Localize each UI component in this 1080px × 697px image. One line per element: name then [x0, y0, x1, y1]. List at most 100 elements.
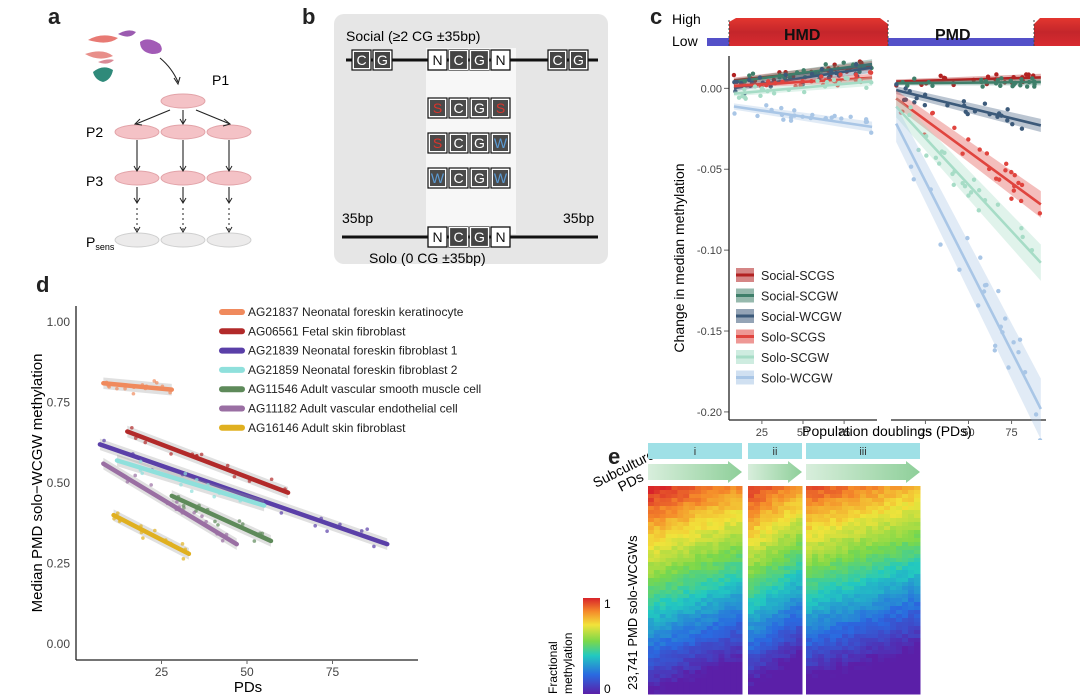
heatmap-cell	[689, 654, 696, 659]
heatmap-cell	[866, 674, 873, 679]
heatmap-cell	[812, 630, 819, 635]
heatmap-cell	[695, 674, 702, 679]
heatmap-cell	[842, 594, 849, 599]
heatmap-cell	[754, 598, 761, 603]
heatmap-cell	[712, 526, 719, 531]
heatmap-cell	[778, 506, 785, 511]
heatmap-cell	[766, 662, 773, 667]
data-point	[810, 112, 815, 118]
heatmap-cell	[848, 598, 855, 603]
heatmap-cell	[824, 502, 831, 507]
heatmap-cell	[760, 614, 767, 619]
heatmap-cell	[778, 578, 785, 583]
heatmap-cell	[896, 618, 903, 623]
heatmap-cell	[812, 654, 819, 659]
heatmap-cell	[890, 570, 897, 575]
legend-label: AG21839 Neonatal foreskin fibroblast 1	[248, 344, 458, 358]
heatmap-cell	[896, 650, 903, 655]
nucleotide-box: N	[427, 226, 448, 248]
data-point	[181, 503, 186, 508]
heatmap-cell	[914, 614, 921, 619]
heatmap-cell	[724, 546, 731, 551]
heatmap-cell	[784, 614, 791, 619]
data-point	[801, 68, 806, 73]
heatmap-cell	[818, 634, 825, 639]
heatmap-cell	[718, 626, 725, 631]
heatmap-cell	[706, 638, 714, 643]
heatmap-cell	[730, 586, 737, 591]
heatmap-cell	[784, 502, 791, 507]
heatmap-cell	[695, 594, 702, 599]
heatmap-cell	[824, 602, 831, 607]
heatmap-cell	[872, 622, 879, 627]
heatmap-cell	[653, 530, 661, 535]
legend-label: Solo-WCGW	[761, 372, 833, 386]
heatmap-cell	[848, 594, 855, 599]
data-point	[972, 109, 978, 114]
heatmap-cell	[806, 662, 813, 667]
heatmap-cell	[896, 554, 903, 559]
heatmap-cell	[706, 574, 714, 579]
legend-item: AG11546 Adult vascular smooth muscle cel…	[219, 382, 481, 396]
heatmap-cell	[665, 490, 672, 495]
heatmap-cell	[848, 526, 855, 531]
heatmap-cell	[784, 514, 791, 519]
heatmap-cell	[671, 554, 678, 559]
heatmap-cell	[665, 574, 672, 579]
heatmap-cell	[700, 690, 708, 695]
heatmap-cell	[778, 502, 785, 507]
heatmap-cell	[736, 618, 743, 623]
legend-label: AG21837 Neonatal foreskin keratinocyte	[248, 305, 464, 319]
heatmap-cell	[830, 674, 837, 679]
heatmap-cell	[712, 514, 719, 519]
y-tick-label: 0.00	[701, 83, 722, 95]
heatmap-cell	[806, 594, 813, 599]
data-point	[976, 188, 982, 193]
heatmap-cell	[689, 586, 696, 591]
heatmap-cell	[818, 626, 825, 631]
heatmap-cell	[848, 682, 855, 687]
heatmap-cell	[712, 598, 719, 603]
heatmap-cell	[748, 514, 755, 519]
heatmap-cell	[854, 534, 861, 539]
heatmap-cell	[824, 582, 831, 587]
heatmap-cell	[848, 586, 855, 591]
heatmap-cell	[896, 602, 903, 607]
heatmap-cell	[760, 598, 767, 603]
heatmap-cell	[790, 570, 797, 575]
heatmap-cell	[890, 542, 897, 547]
heatmap-cell	[796, 614, 803, 619]
data-point	[175, 500, 179, 504]
heatmap-cell	[671, 594, 678, 599]
heatmap-cell	[812, 602, 819, 607]
heatmap-cell	[866, 622, 873, 627]
solo-label: Solo (0 CG ±35bp)	[369, 250, 486, 266]
heatmap-cell	[671, 682, 678, 687]
heatmap-cell	[842, 590, 849, 595]
heatmap-cell	[730, 578, 737, 583]
heatmap-cell	[854, 566, 861, 571]
heatmap-cell	[689, 582, 696, 587]
heatmap-cell	[648, 578, 655, 583]
heatmap-cell	[653, 666, 661, 671]
heatmap-cell	[712, 534, 719, 539]
data-point	[742, 87, 747, 92]
heatmap-cell	[683, 634, 690, 639]
heatmap-cell	[914, 658, 921, 663]
heatmap-cell	[872, 582, 879, 587]
heatmap-cell	[653, 614, 661, 619]
data-point	[181, 557, 186, 561]
heatmap-cell	[695, 602, 702, 607]
heatmap-cell	[872, 522, 879, 527]
arrow-head	[225, 165, 233, 172]
heatmap-cell	[896, 494, 903, 499]
heatmap-cell	[766, 558, 773, 563]
heatmap-cell	[860, 654, 867, 659]
heatmap-cell	[766, 686, 773, 691]
heatmap-cell	[648, 562, 655, 567]
heatmap-cell	[848, 486, 855, 491]
heatmap-cell	[896, 574, 903, 579]
heatmap-cell	[659, 578, 667, 583]
heatmap-cell	[806, 506, 813, 511]
